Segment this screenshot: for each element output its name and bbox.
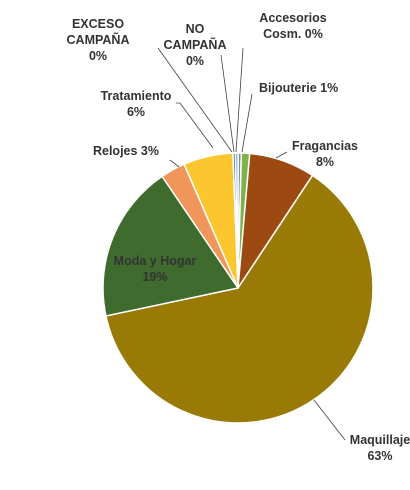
slice-label-line: Cosm. 0%: [263, 27, 323, 41]
leader-line-tratamiento: [176, 102, 214, 149]
pie-slice-maquillaje: [105, 174, 374, 424]
slice-label-maquillaje: Maquillaje 63%: [350, 433, 410, 463]
slice-label-moda-y-hogar: Moda y Hogar 19%: [114, 254, 197, 284]
slice-label-line: 63%: [367, 449, 392, 463]
slice-label-tratamiento: Tratamiento 6%: [101, 89, 172, 119]
slice-label-line: CAMPAÑA: [67, 32, 130, 47]
leader-line-relojes: [169, 159, 180, 168]
slice-label-line: Fragancias: [292, 139, 358, 153]
pie-slice-no-campana: [234, 152, 239, 289]
slice-label-exceso-campana: EXCESO CAMPAÑA 0%: [67, 17, 130, 63]
slice-label-line: Maquillaje: [350, 433, 410, 447]
slice-label-line: 6%: [127, 105, 145, 119]
slice-label-relojes: Relojes 3%: [93, 144, 159, 158]
slice-label-line: 19%: [142, 270, 167, 284]
slice-labels: Accesorios Cosm. 0% Bijouterie 1% Fragancia…: [67, 11, 410, 463]
slice-label-line: Relojes 3%: [93, 144, 159, 158]
slice-label-line: CAMPAÑA: [164, 37, 227, 52]
slice-label-fragancias: Fragancias 8%: [292, 139, 358, 169]
leader-line-fragancias: [275, 151, 288, 159]
leader-line-no-campana: [220, 54, 235, 153]
leader-line-exceso-campana: [157, 47, 233, 153]
slice-label-accesorios-cosm: Accesorios Cosm. 0%: [259, 11, 326, 41]
slice-label-line: EXCESO: [72, 17, 124, 31]
pie-slice-moda-y-hogar: [102, 175, 240, 317]
slice-label-line: Tratamiento: [101, 89, 172, 103]
leader-lines: [157, 47, 346, 441]
slice-label-line: 0%: [89, 49, 107, 63]
pie-slices: [102, 152, 374, 424]
slice-label-line: Moda y Hogar: [114, 254, 197, 268]
slice-label-line: Bijouterie 1%: [259, 81, 338, 95]
leader-line-bijouterie: [241, 93, 253, 153]
slice-label-line: 8%: [316, 155, 334, 169]
leader-line-maquillaje: [313, 399, 346, 441]
slice-label-line: NO: [186, 22, 205, 36]
slice-label-no-campana: NO CAMPAÑA 0%: [164, 22, 227, 68]
slice-label-line: 0%: [186, 54, 204, 68]
slice-label-line: Accesorios: [259, 11, 326, 25]
leader-line-accesorios-cosm: [235, 47, 244, 153]
slice-label-bijouterie: Bijouterie 1%: [259, 81, 338, 95]
